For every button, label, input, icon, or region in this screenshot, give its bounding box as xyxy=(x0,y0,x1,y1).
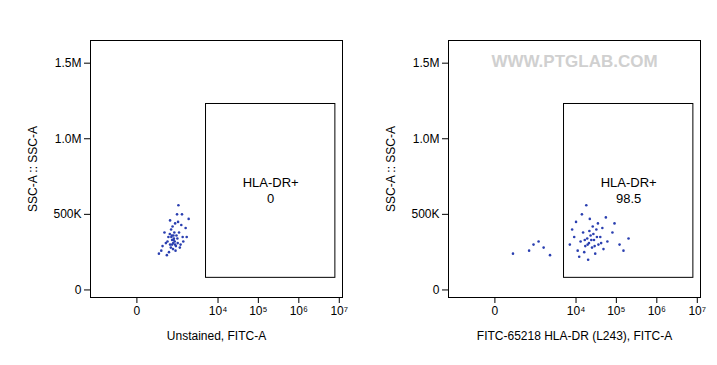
svg-text:SSC-A :: SSC-A: SSC-A :: SSC-A xyxy=(26,126,40,212)
svg-text:1.0M: 1.0M xyxy=(413,132,440,146)
svg-text:10⁵: 10⁵ xyxy=(249,304,267,318)
svg-text:SSC-A :: SSC-A: SSC-A :: SSC-A xyxy=(384,126,398,212)
svg-text:Unstained, FITC-A: Unstained, FITC-A xyxy=(167,329,266,343)
svg-text:500K: 500K xyxy=(411,207,439,221)
svg-text:1.0M: 1.0M xyxy=(55,132,82,146)
svg-text:10⁷: 10⁷ xyxy=(330,304,348,318)
svg-text:WWW.PTGLAB.COM: WWW.PTGLAB.COM xyxy=(491,52,657,71)
svg-text:0: 0 xyxy=(433,283,440,297)
svg-text:FITC-65218 HLA-DR (L243), FITC: FITC-65218 HLA-DR (L243), FITC-A xyxy=(477,329,672,343)
svg-text:HLA-DR+: HLA-DR+ xyxy=(601,175,657,190)
svg-text:10⁴: 10⁴ xyxy=(567,304,586,318)
svg-text:0: 0 xyxy=(75,283,82,297)
svg-text:10⁶: 10⁶ xyxy=(290,304,308,318)
svg-text:0: 0 xyxy=(492,304,499,318)
svg-text:0: 0 xyxy=(267,191,274,206)
svg-text:10⁶: 10⁶ xyxy=(648,304,666,318)
svg-text:10⁵: 10⁵ xyxy=(607,304,625,318)
svg-text:1.5M: 1.5M xyxy=(55,56,82,70)
svg-text:500K: 500K xyxy=(53,207,81,221)
svg-text:98.5: 98.5 xyxy=(616,191,641,206)
svg-text:10⁷: 10⁷ xyxy=(688,304,706,318)
svg-text:HLA-DR+: HLA-DR+ xyxy=(243,175,299,190)
svg-text:10⁴: 10⁴ xyxy=(209,304,228,318)
svg-text:0: 0 xyxy=(134,304,141,318)
svg-text:1.5M: 1.5M xyxy=(413,56,440,70)
